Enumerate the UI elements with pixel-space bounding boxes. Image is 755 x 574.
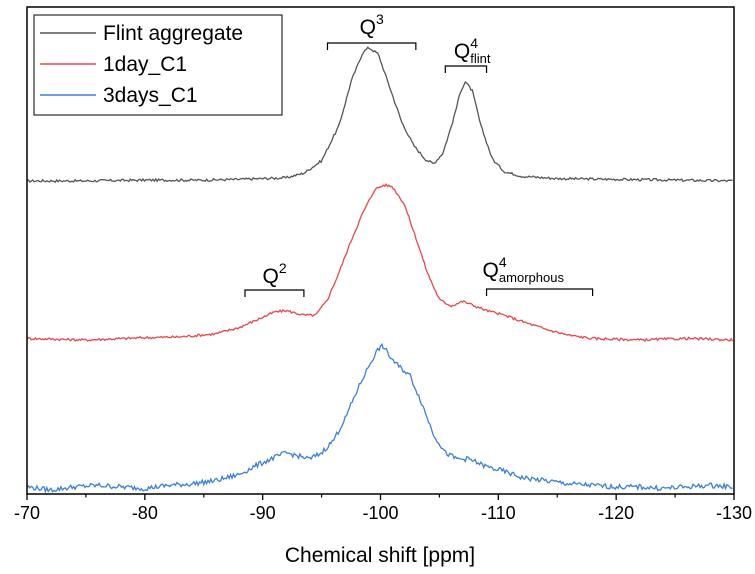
series-layer xyxy=(26,46,734,494)
peak-annotation-3: Q2 xyxy=(244,260,305,297)
series-line-3 xyxy=(26,342,733,494)
annotation-layer: Q3 Q4 flint Q2 Q4 amorphous xyxy=(244,11,594,297)
peak-annotation-4: Q4 amorphous xyxy=(483,254,594,296)
annotation-label: Q2 xyxy=(262,260,286,288)
peak-annotation-2: Q4 flint xyxy=(444,35,491,73)
legend-box xyxy=(33,14,283,116)
series-line-2 xyxy=(26,183,734,343)
annotation-bracket xyxy=(444,65,488,73)
legend-label-3: 3days_C1 xyxy=(103,84,198,107)
annotation-bracket xyxy=(244,289,305,297)
x-axis-title: Chemical shift [ppm] xyxy=(285,544,475,567)
annotation-label: Q4 flint xyxy=(454,35,491,66)
x-tick-label: -70 xyxy=(14,503,40,523)
legend-label-1: Flint aggregate xyxy=(103,22,243,45)
x-tick-label: -130 xyxy=(716,503,752,523)
x-tick-label: -120 xyxy=(598,503,634,523)
annotation-bracket xyxy=(326,42,417,50)
legend-label-2: 1day_C1 xyxy=(103,53,187,76)
annotation-label: Q3 xyxy=(360,11,384,39)
x-tick-label: -80 xyxy=(132,503,158,523)
annotation-bracket xyxy=(485,288,594,296)
peak-annotation-1: Q3 xyxy=(326,11,417,50)
x-tick-label: -100 xyxy=(362,503,398,523)
annotation-label: Q4 amorphous xyxy=(483,254,565,285)
legend: Flint aggregate 1day_C1 3days_C1 xyxy=(33,14,283,116)
x-tick-label: -110 xyxy=(481,503,516,523)
x-tick-label: -90 xyxy=(250,503,276,523)
series-line-1 xyxy=(27,46,733,183)
x-axis: -70 -80 -90 -100 -110 -120 -130 xyxy=(14,494,752,523)
